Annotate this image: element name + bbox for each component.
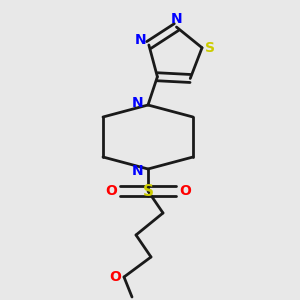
Text: N: N: [132, 96, 144, 110]
Text: N: N: [171, 12, 182, 26]
Text: O: O: [105, 184, 117, 198]
Text: O: O: [179, 184, 191, 198]
Text: O: O: [109, 270, 121, 284]
Text: N: N: [135, 33, 147, 47]
Text: S: S: [142, 184, 154, 199]
Text: S: S: [205, 41, 215, 55]
Text: N: N: [132, 164, 144, 178]
